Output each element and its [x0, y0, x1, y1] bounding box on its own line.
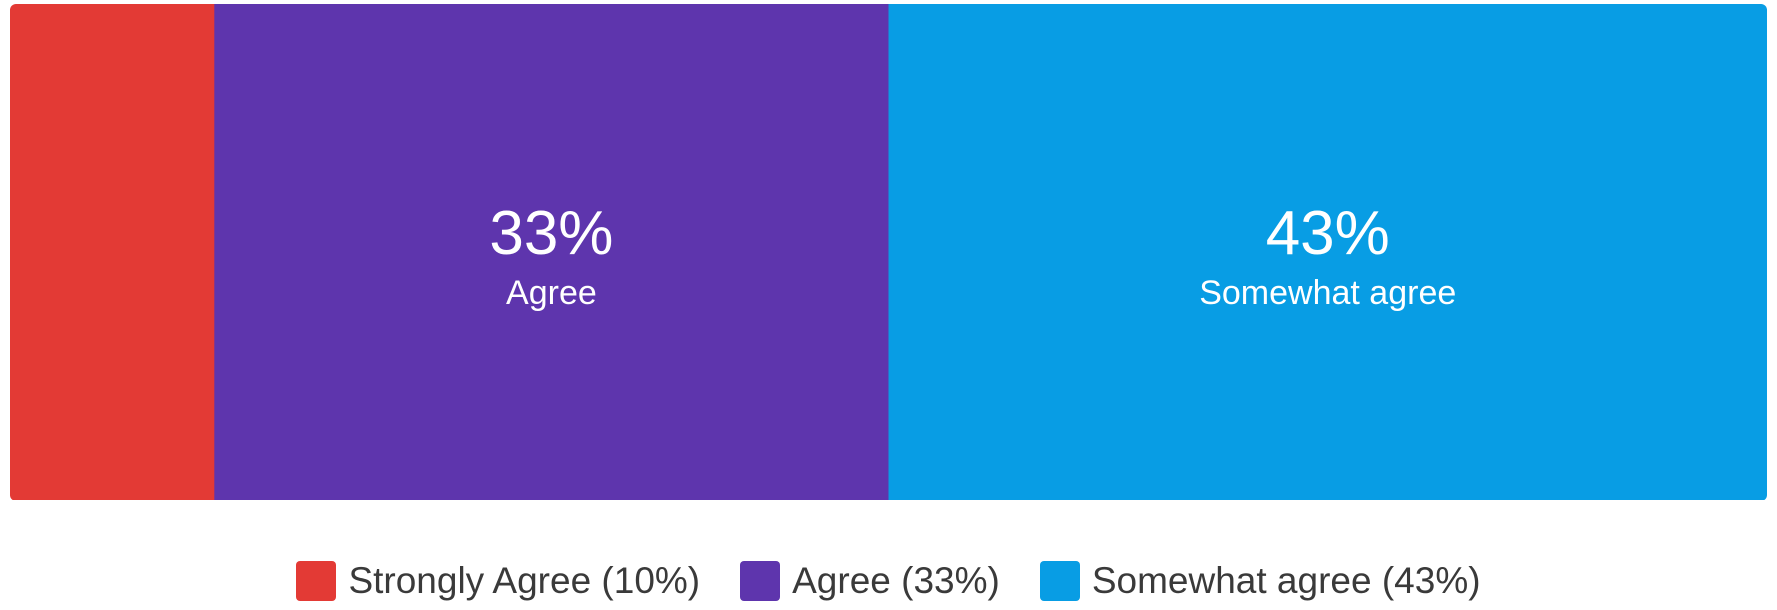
bar-segment-strongly-agree[interactable] [10, 4, 215, 500]
bar-segment-agree[interactable] [214, 4, 890, 500]
bar-segment-somewhat-agree[interactable] [888, 4, 1768, 500]
legend-item-strongly-agree[interactable]: Strongly Agree (10%) [296, 560, 700, 602]
stacked-bar-chart: 33% Agree 43% Somewhat agree [10, 4, 1768, 500]
legend-label-somewhat-agree: Somewhat agree (43%) [1091, 560, 1481, 601]
legend-label-agree: Agree (33%) [792, 560, 1000, 601]
legend-item-somewhat-agree[interactable]: Somewhat agree (43%) [1039, 560, 1481, 602]
segment-name-label-somewhat-agree: Somewhat agree [1199, 274, 1456, 312]
legend-swatch-agree [740, 561, 781, 601]
legend-swatch-strongly-agree [296, 561, 337, 601]
segment-value-label-agree: 33% [489, 199, 613, 268]
segment-name-label-agree: Agree [506, 274, 597, 312]
segment-value-label-somewhat-agree: 43% [1266, 199, 1390, 268]
chart-legend: Strongly Agree (10%) Agree (33%) Somewha… [0, 556, 1777, 606]
legend-item-agree[interactable]: Agree (33%) [740, 560, 1000, 602]
legend-label-strongly-agree: Strongly Agree (10%) [348, 560, 701, 601]
legend-swatch-somewhat-agree [1039, 561, 1080, 601]
